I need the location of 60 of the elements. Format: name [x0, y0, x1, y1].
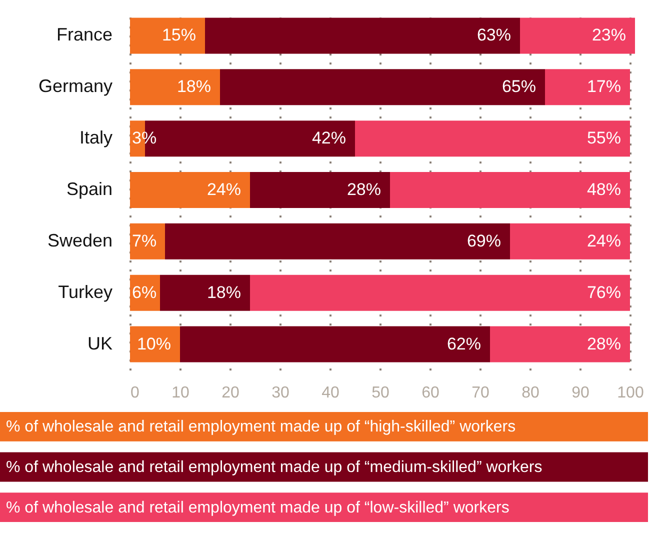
y-tick-label: Germany: [38, 76, 112, 96]
data-label: 28%: [586, 334, 621, 354]
bar: [520, 18, 635, 54]
bar: [355, 120, 630, 157]
bar: [490, 326, 630, 362]
data-label: 76%: [586, 282, 621, 302]
bar: [130, 69, 220, 106]
bar: [250, 274, 630, 311]
text: % of wholesale and retail employment made up of “medium-skilled” workers: [6, 459, 542, 476]
x-tick-label: 60: [422, 384, 440, 402]
x-tick-label: 50: [372, 384, 390, 402]
data-label: 28%: [346, 180, 381, 199]
data-label: 3%: [132, 128, 157, 148]
x-tick-label: 70: [472, 384, 490, 402]
data-label: 17%: [586, 77, 621, 96]
y-tick-label: Spain: [66, 179, 112, 199]
data-label: 48%: [586, 180, 621, 199]
data-label: 55%: [586, 128, 621, 148]
data-label: 7%: [132, 231, 157, 250]
bar: [545, 69, 630, 106]
bar: [180, 326, 490, 362]
x-tick-label: 80: [522, 384, 540, 402]
x-tick-label: 40: [322, 384, 340, 402]
y-tick-label: France: [56, 24, 112, 45]
data-label: 24%: [206, 180, 241, 199]
text: % of wholesale and retail employment made up of “high-skilled” workers: [6, 418, 516, 436]
data-label: 23%: [592, 26, 626, 45]
y-tick-label: UK: [87, 333, 112, 354]
x-tick-label: 90: [572, 384, 590, 402]
bar: [130, 223, 165, 260]
data-label: 24%: [586, 231, 621, 250]
data-label: 69%: [466, 231, 501, 250]
data-label: 10%: [136, 334, 171, 354]
data-label: 15%: [162, 26, 196, 45]
data-label: 6%: [132, 282, 157, 302]
x-tick-label: 0: [130, 384, 140, 402]
data-label: 63%: [476, 26, 511, 45]
bar: [130, 172, 250, 208]
bar: [130, 326, 180, 362]
data-label: 18%: [176, 77, 211, 96]
data-label: 42%: [312, 128, 346, 148]
bar: [165, 223, 510, 260]
bar: [510, 223, 630, 260]
data-label: 62%: [446, 334, 481, 354]
bar: [390, 172, 630, 208]
text: % of wholesale and retail employment made up of “low-skilled” workers: [6, 499, 510, 516]
y-tick-label: Sweden: [47, 230, 112, 250]
data-label: 65%: [502, 77, 536, 96]
x-tick-label: 100: [617, 384, 644, 402]
bar: [160, 274, 250, 311]
bar: [205, 18, 520, 54]
x-tick-label: 20: [222, 384, 240, 402]
bar: [130, 18, 205, 54]
bar: [250, 172, 390, 208]
y-tick-label: Italy: [79, 128, 112, 148]
y-tick-label: Turkey: [58, 282, 112, 302]
data-label: 18%: [206, 282, 241, 302]
bar: [220, 69, 545, 106]
x-tick-label: 10: [172, 384, 190, 402]
x-tick-label: 30: [272, 384, 290, 402]
